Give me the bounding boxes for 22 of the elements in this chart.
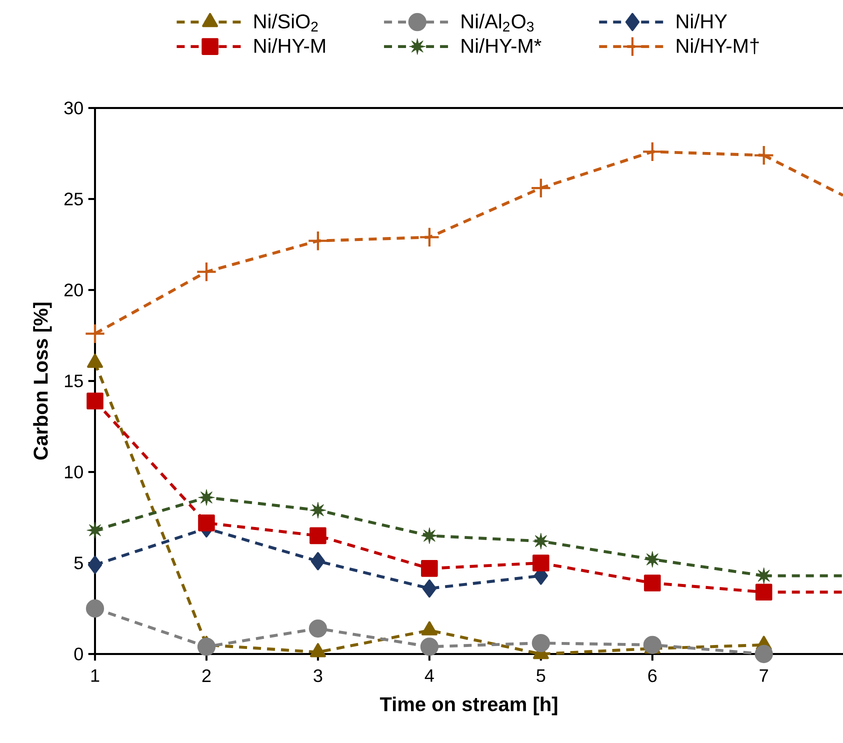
legend-label: Ni/HY-M*	[462, 38, 542, 53]
y-axis-title: Carbon Loss [%]	[33, 302, 52, 460]
y-tick-label: 5	[74, 556, 83, 570]
legend-label: Ni/Al$_{2}$O$_{3}$	[462, 14, 534, 32]
y-tick-label: 15	[64, 374, 83, 388]
y-tick-label: 25	[64, 192, 83, 206]
x-tick-label: 4	[424, 669, 434, 682]
y-tick-label: 0	[74, 648, 83, 660]
x-tick-label: 1	[91, 669, 100, 682]
y-tick-label: 20	[64, 284, 83, 296]
legend-label: Ni/HY-M	[254, 38, 325, 53]
legend-label: Ni/HY	[676, 14, 728, 28]
x-tick-label: 7	[760, 669, 768, 682]
x-axis-title: Time on stream [h]	[380, 696, 558, 716]
x-tick-label: 3	[314, 669, 322, 682]
x-tick-label: 6	[648, 669, 657, 682]
legend-label: Ni/HY-M†	[676, 38, 759, 54]
x-tick-label: 2	[202, 669, 211, 682]
legend-label: Ni/SiO$_{2}$	[254, 14, 318, 32]
y-tick-label: 30	[64, 102, 83, 114]
y-tick-label: 10	[64, 466, 83, 478]
x-tick-label: 5	[536, 669, 546, 682]
